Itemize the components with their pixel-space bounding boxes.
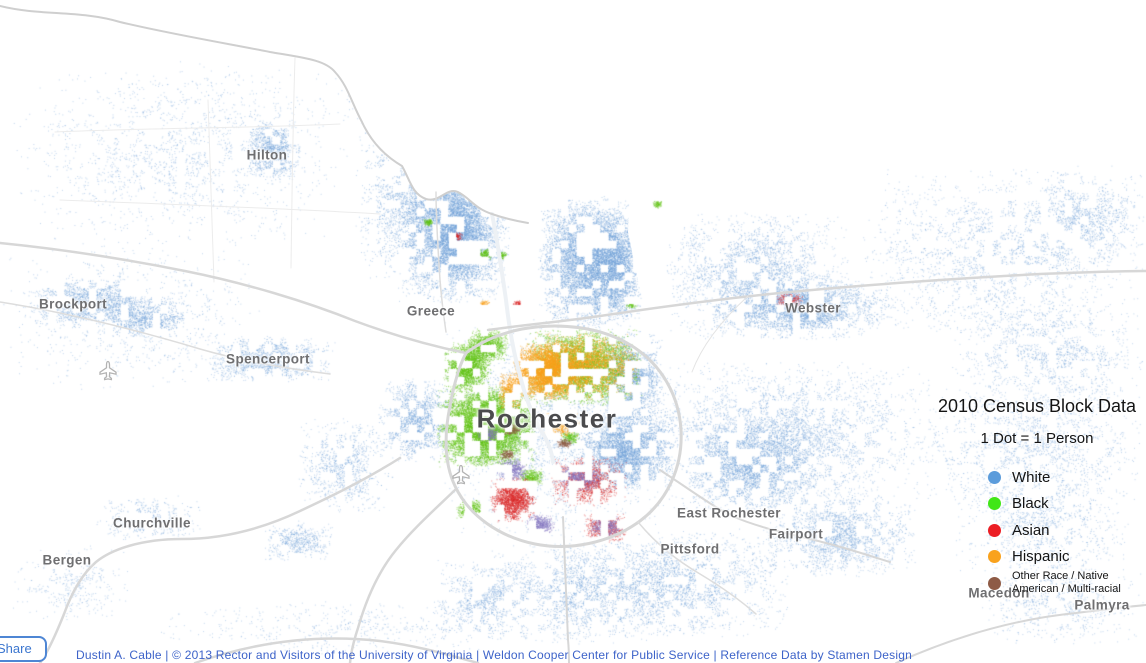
legend-item-label: White xyxy=(1012,468,1051,486)
white-legend-dot-icon xyxy=(988,470,1001,484)
legend-item-white: White xyxy=(988,464,1146,491)
black-legend-dot-icon xyxy=(988,497,1001,511)
legend-item-other: Other Race / Native American / Multi-rac… xyxy=(988,570,1146,597)
legend-item-label: Asian xyxy=(1012,521,1050,539)
share-button[interactable]: Share xyxy=(0,636,47,662)
legend: 2010 Census Block Data 1 Dot = 1 Person … xyxy=(928,395,1146,597)
legend-item-black: Black xyxy=(988,491,1146,518)
asian-legend-dot-icon xyxy=(988,523,1001,537)
legend-item-label: Black xyxy=(1012,495,1049,513)
legend-item-label: Hispanic xyxy=(1012,548,1070,566)
legend-subtitle: 1 Dot = 1 Person xyxy=(980,430,1094,447)
hispanic-legend-dot-icon xyxy=(988,550,1001,564)
legend-items: White Black Asian Hispanic Other Race / Nati… xyxy=(928,464,1146,597)
legend-title: 2010 Census Block Data xyxy=(937,396,1137,416)
other-legend-dot-icon xyxy=(988,576,1001,590)
legend-item-asian: Asian xyxy=(988,517,1146,544)
attribution[interactable]: Dustin A. Cable | © 2013 Rector and Visi… xyxy=(76,648,912,662)
legend-item-label: Other Race / Native American / Multi-rac… xyxy=(1012,570,1121,596)
legend-item-hispanic: Hispanic xyxy=(988,544,1146,571)
